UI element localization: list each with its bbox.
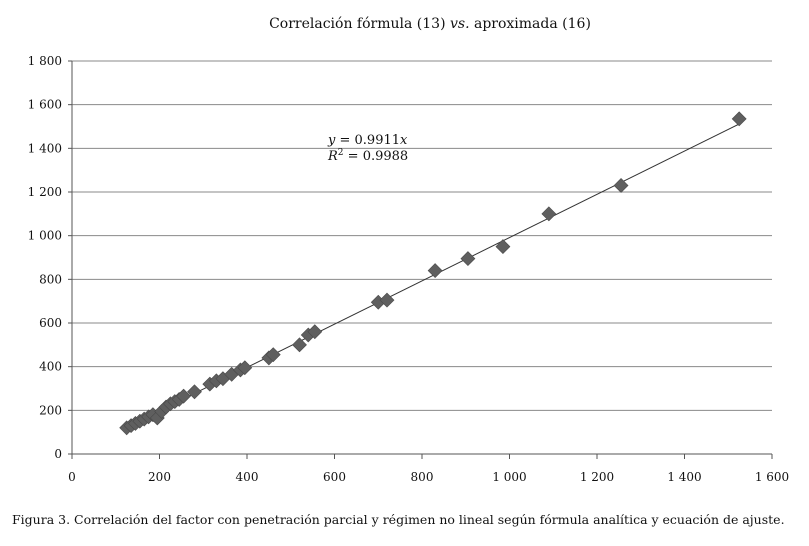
data-point: [176, 388, 191, 404]
data-point: [731, 111, 747, 127]
x-tick-label: 200: [148, 470, 171, 484]
y-tick-label: 600: [39, 316, 62, 330]
data-point: [460, 251, 476, 267]
data-point: [495, 239, 511, 255]
x-tick-label: 1 400: [667, 470, 701, 484]
data-points: [119, 111, 747, 436]
x-tick-label: 800: [411, 470, 434, 484]
data-point: [265, 347, 281, 363]
x-tick-label: 1 000: [492, 470, 526, 484]
data-point: [379, 292, 395, 308]
x-tick-label: 400: [236, 470, 259, 484]
figure-caption: Figura 3. Correlación del factor con pen…: [12, 512, 785, 527]
y-tick-label: 1 200: [28, 185, 62, 199]
tick-labels: 0 200 400 600 800 1 000 1 200 1 400 1 600 1 800 0 2…: [28, 54, 790, 484]
data-point: [292, 337, 307, 353]
y-tick-label: 1 800: [28, 54, 62, 68]
y-tick-label: 1 600: [28, 98, 62, 112]
x-tick-label: 600: [323, 470, 346, 484]
y-tick-label: 0: [54, 447, 62, 461]
data-point: [427, 263, 443, 279]
data-point: [307, 324, 323, 340]
y-tick-label: 1 400: [28, 141, 62, 155]
grid-lines: [72, 60, 772, 411]
x-tick-label: 0: [68, 470, 76, 484]
data-point: [237, 360, 253, 376]
y-tick-label: 400: [39, 360, 62, 374]
scatter-chart: Correlación fórmula (13) vs. aproximada …: [28, 16, 790, 484]
equation-line-1: y = 0.9911x: [327, 133, 408, 148]
axes: [68, 60, 773, 459]
data-point: [613, 178, 629, 193]
x-tick-label: 1 600: [755, 470, 789, 484]
equation-line-2: R2 = 0.9988: [327, 148, 408, 164]
x-tick-label: 1 200: [580, 470, 614, 484]
y-tick-label: 800: [39, 272, 62, 286]
chart-title: Correlación fórmula (13) vs. aproximada …: [269, 16, 591, 32]
data-point: [187, 384, 202, 400]
y-tick-label: 200: [39, 403, 62, 417]
data-point: [541, 206, 557, 222]
y-tick-label: 1 000: [28, 229, 62, 243]
